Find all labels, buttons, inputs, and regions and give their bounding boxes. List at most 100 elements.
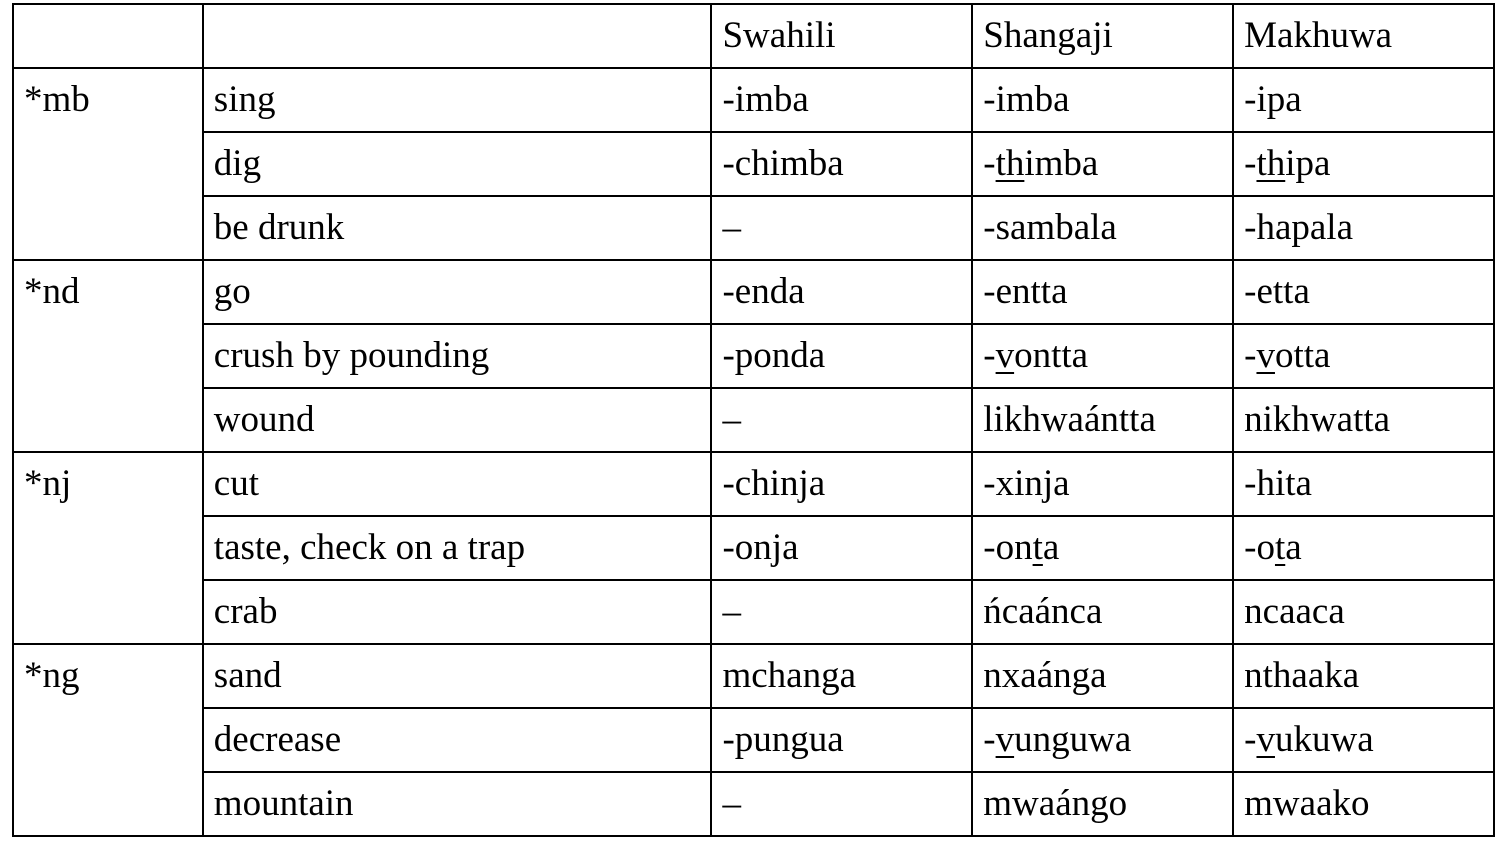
text-segment: -hita	[1244, 463, 1312, 504]
table-row: taste, check on a trap -onja -onta -ota	[12, 515, 1495, 581]
gloss-cell: decrease	[201, 707, 713, 773]
swahili-cell: –	[710, 387, 974, 453]
table-row: *nd go -enda -entta -etta	[12, 259, 1495, 325]
gloss-cell: cut	[201, 451, 713, 517]
gloss-cell: go	[201, 259, 713, 325]
makhuwa-cell: -thipa	[1232, 131, 1495, 197]
header-cell: Shangaji	[971, 3, 1235, 69]
shangaji-cell: -sambala	[971, 195, 1235, 261]
gloss-cell: be drunk	[201, 195, 713, 261]
swahili-cell: –	[710, 771, 974, 837]
proto-form-cell: *ng	[12, 643, 204, 708]
text-segment: -entta	[983, 271, 1068, 312]
gloss-cell: wound	[201, 387, 713, 453]
shangaji-cell: -imba	[971, 67, 1235, 133]
text-segment: -	[1244, 335, 1257, 376]
text-segment: -	[1244, 143, 1257, 184]
proto-form-cell	[12, 516, 204, 580]
text-segment: -etta	[1244, 271, 1310, 312]
text-segment: -	[983, 335, 996, 376]
underlined-segment: t	[1274, 527, 1286, 568]
shangaji-cell: -thimba	[971, 131, 1235, 197]
text-segment: -ponda	[722, 335, 826, 376]
makhuwa-cell: nikhwatta	[1232, 387, 1495, 453]
swahili-cell: -ponda	[710, 323, 974, 389]
proto-form-cell	[12, 580, 204, 645]
text-segment: -onja	[722, 527, 799, 568]
shangaji-cell: -xinja	[971, 451, 1235, 517]
table-row: crush by pounding -ponda -vontta -votta	[12, 323, 1495, 389]
makhuwa-cell: -hita	[1232, 451, 1495, 517]
makhuwa-cell: -ipa	[1232, 67, 1495, 133]
text-segment: a	[1042, 527, 1060, 568]
text-segment: unguwa	[1014, 719, 1132, 760]
proto-form-cell	[12, 708, 204, 772]
text-segment: nxaánga	[983, 655, 1107, 696]
makhuwa-cell: -vukuwa	[1232, 707, 1495, 773]
shangaji-cell: -vontta	[971, 323, 1235, 389]
header-cell	[201, 3, 713, 69]
swahili-cell: -pungua	[710, 707, 974, 773]
underlined-segment: v	[1256, 719, 1275, 760]
makhuwa-cell: mwaako	[1232, 771, 1495, 837]
text-segment: a	[1285, 527, 1302, 568]
underlined-segment: th	[1256, 143, 1286, 184]
text-segment: -imba	[722, 79, 809, 120]
proto-form-cell	[12, 324, 204, 388]
text-segment: ukuwa	[1274, 719, 1374, 760]
text-segment: -chinja	[722, 463, 826, 504]
swahili-cell: -imba	[710, 67, 974, 133]
text-segment: -imba	[983, 79, 1070, 120]
shangaji-cell: -vunguwa	[971, 707, 1235, 773]
underlined-segment: th	[995, 143, 1025, 184]
swahili-cell: –	[710, 195, 974, 261]
proto-form-cell	[12, 132, 204, 196]
text-segment: -	[983, 719, 996, 760]
text-segment: ńcaánca	[983, 591, 1103, 632]
text-segment: mwaako	[1244, 783, 1370, 824]
proto-form-cell	[12, 388, 204, 453]
text-segment: imba	[1024, 143, 1099, 184]
makhuwa-cell: nthaaka	[1232, 643, 1495, 709]
table-row: be drunk – -sambala -hapala	[12, 195, 1495, 261]
makhuwa-cell: -votta	[1232, 323, 1495, 389]
header-cell	[12, 3, 204, 69]
table-row: wound – likhwaántta nikhwatta	[12, 387, 1495, 453]
table-row: mountain – mwaángo mwaako	[12, 771, 1495, 837]
text-segment: –	[722, 399, 741, 440]
text-segment: ontta	[1014, 335, 1089, 376]
text-segment: -enda	[722, 271, 805, 312]
shangaji-cell: nxaánga	[971, 643, 1235, 709]
gloss-cell: crab	[201, 579, 713, 645]
cognate-table: Swahili Shangaji Makhuwa *mb sing -imba -imba -…	[12, 3, 1495, 837]
shangaji-cell: -entta	[971, 259, 1235, 325]
shangaji-cell: -onta	[971, 515, 1235, 581]
underlined-segment: v	[995, 719, 1015, 760]
gloss-cell: dig	[201, 131, 713, 197]
text-segment: ncaaca	[1244, 591, 1345, 632]
underlined-segment: v	[995, 335, 1015, 376]
table-row: *ng sand mchanga nxaánga nthaaka	[12, 643, 1495, 709]
gloss-cell: crush by pounding	[201, 323, 713, 389]
makhuwa-cell: -ota	[1232, 515, 1495, 581]
shangaji-cell: mwaángo	[971, 771, 1235, 837]
text-segment: -pungua	[722, 719, 844, 760]
underlined-segment: v	[1256, 335, 1275, 376]
makhuwa-cell: -etta	[1232, 259, 1495, 325]
text-segment: –	[722, 207, 741, 248]
table-row: *mb sing -imba -imba -ipa	[12, 67, 1495, 133]
gloss-cell: mountain	[201, 771, 713, 837]
gloss-cell: sand	[201, 643, 713, 709]
makhuwa-cell: -hapala	[1232, 195, 1495, 261]
gloss-cell: sing	[201, 67, 713, 133]
text-segment: -chimba	[722, 143, 844, 184]
makhuwa-cell: ncaaca	[1232, 579, 1495, 645]
swahili-cell: –	[710, 579, 974, 645]
gloss-cell: taste, check on a trap	[201, 515, 713, 581]
text-segment: -ipa	[1244, 79, 1302, 120]
underlined-segment: t	[1032, 527, 1043, 568]
text-segment: -	[1244, 719, 1257, 760]
proto-form-cell	[12, 196, 204, 261]
table-row: *nj cut -chinja -xinja -hita	[12, 451, 1495, 517]
text-segment: likhwaántta	[983, 399, 1156, 440]
